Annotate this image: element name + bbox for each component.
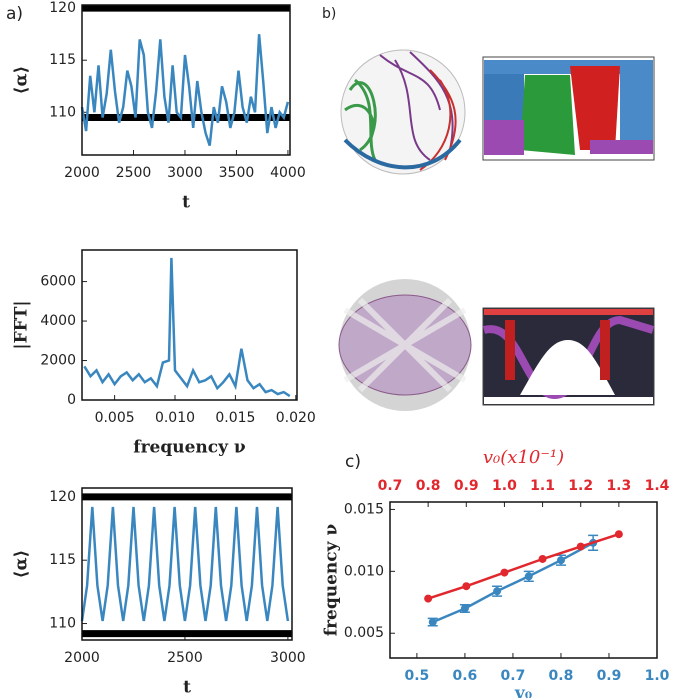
- point: [493, 587, 502, 596]
- x2-tick-label: 1.1: [530, 478, 555, 494]
- point: [500, 568, 509, 577]
- particle-layer: [484, 309, 653, 315]
- particle-layer: [484, 60, 653, 74]
- plot-frame: [81, 487, 293, 641]
- x-tick-label: 2500: [167, 650, 203, 666]
- y-tick-label: 120: [49, 0, 76, 16]
- y-tick-label: 0: [67, 392, 76, 408]
- data-line: [427, 533, 620, 600]
- particle-cluster: [484, 120, 524, 155]
- panel-label: c): [345, 452, 361, 472]
- y-tick-label: 0.015: [344, 501, 384, 517]
- y-axis-label: ⟨α⟩: [12, 550, 32, 579]
- panel-label: b): [322, 6, 336, 22]
- x2-tick-label: 1.3: [606, 478, 631, 494]
- x-tick-label: 0.8: [549, 668, 574, 684]
- x2-tick-label: 1.0: [492, 478, 517, 494]
- x-tick-label: 0.7: [501, 668, 526, 684]
- x2-tick-label: 1.4: [645, 478, 670, 494]
- point: [538, 554, 547, 563]
- y-tick-label: 115: [49, 52, 76, 68]
- x-tick-label: 0.6: [453, 668, 478, 684]
- x2-axis-label: v₀(x10⁻¹): [483, 447, 564, 468]
- particle-cluster: [620, 74, 653, 144]
- x-tick-label: 0.5: [404, 668, 429, 684]
- particle-cluster: [505, 320, 515, 380]
- panel-label: a): [6, 4, 23, 24]
- point: [614, 530, 623, 539]
- point: [576, 542, 585, 551]
- x-tick-label: 0.005: [95, 410, 135, 426]
- x-tick-label: 0.9: [597, 668, 622, 684]
- band: [343, 297, 467, 393]
- x-tick-label: 3000: [167, 165, 203, 181]
- data-line: [80, 34, 290, 146]
- plot-frame: [389, 501, 658, 659]
- panel-b: b): [322, 6, 655, 411]
- trajectory: [344, 78, 377, 161]
- x-axis-label: v₀: [514, 684, 532, 698]
- data-line: [432, 541, 594, 624]
- particle-cluster: [520, 75, 575, 155]
- y-tick-label: 0.010: [344, 563, 384, 579]
- y-tick-label: 6000: [40, 274, 76, 290]
- data-line: [80, 506, 290, 622]
- x-tick-label: 2000: [64, 165, 100, 181]
- x-tick-label: 2000: [64, 650, 100, 666]
- trajectory: [379, 51, 454, 161]
- void: [520, 340, 615, 395]
- particle-cluster: [570, 66, 620, 150]
- x-tick-label: 0.020: [276, 410, 316, 426]
- y-tick-label: 115: [49, 552, 76, 568]
- plot-frame: [81, 249, 298, 401]
- y-tick-label: 2000: [40, 353, 76, 369]
- x-axis-label: t: [182, 193, 190, 213]
- x-tick-label: 0.010: [155, 410, 195, 426]
- plot-frame: [81, 4, 291, 156]
- y-tick-label: 0.005: [344, 625, 384, 641]
- point: [428, 618, 437, 627]
- y-tick-label: 110: [49, 616, 76, 632]
- particle-layer: [590, 140, 653, 154]
- x-axis-label: frequency ν: [133, 438, 246, 458]
- x-tick-label: 4000: [270, 165, 306, 181]
- x2-tick-label: 0.9: [454, 478, 479, 494]
- x-tick-label: 3500: [219, 165, 255, 181]
- data-line: [83, 257, 291, 398]
- point: [460, 604, 469, 613]
- point: [424, 594, 433, 603]
- y-axis-label: frequency ν: [322, 524, 342, 637]
- x2-tick-label: 0.8: [416, 478, 441, 494]
- y-axis-label: |FFT|: [12, 300, 32, 349]
- trajectory: [343, 138, 462, 170]
- x-tick-label: 3000: [270, 650, 306, 666]
- y-tick-label: 4000: [40, 313, 76, 329]
- y-tick-label: 120: [49, 489, 76, 505]
- particle-layer: [484, 397, 653, 404]
- x2-tick-label: 1.2: [568, 478, 593, 494]
- point: [556, 556, 565, 565]
- x-tick-label: 1.0: [645, 668, 670, 684]
- y-axis-label: ⟨α⟩: [12, 66, 32, 95]
- particle-cluster: [600, 320, 610, 380]
- y-tick-label: 110: [49, 104, 76, 120]
- x-tick-label: 0.015: [215, 410, 255, 426]
- point: [462, 582, 471, 591]
- x2-tick-label: 0.7: [378, 478, 403, 494]
- x-axis-label: t: [183, 678, 191, 698]
- x-tick-label: 2500: [116, 165, 152, 181]
- point: [524, 572, 533, 581]
